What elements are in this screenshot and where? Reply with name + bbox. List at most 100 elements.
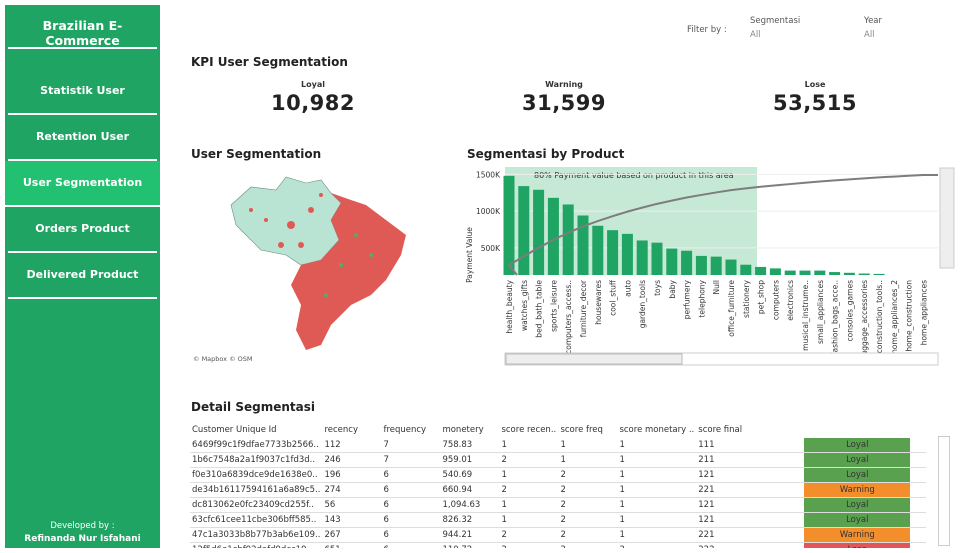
column-header[interactable]: score monetary .. xyxy=(619,425,695,436)
sidebar-item-statistik-user[interactable]: Statistik User xyxy=(8,69,157,115)
x-tick-label: watches_gifts xyxy=(520,280,529,331)
segmentasi-filter-value[interactable]: All xyxy=(750,30,761,40)
column-header[interactable]: score freq xyxy=(560,425,603,436)
cell: 12f5d6e1cbf92dafd9dcc19.. xyxy=(190,542,323,548)
segment-badge: Loyal xyxy=(804,468,911,483)
segmentasi-product-chart[interactable]: Payment Value 80% Payment value based on… xyxy=(460,160,960,370)
x-tick-label: consoles_games xyxy=(845,280,854,342)
cell: 121 xyxy=(696,467,757,484)
bar-computers_access..[interactable] xyxy=(562,204,574,275)
x-tick-label: pet_shop xyxy=(757,280,766,314)
bar-bed_bath_table[interactable] xyxy=(533,189,545,275)
map-attribution: © Mapbox © OSM xyxy=(193,355,253,363)
x-tick-label: home_appliances_2 xyxy=(890,280,899,354)
cell: dc813062e0fc23409cd255f.. xyxy=(190,497,323,514)
bar-auto[interactable] xyxy=(621,233,633,275)
column-header[interactable]: frequency xyxy=(383,425,427,436)
bar-baby[interactable] xyxy=(666,248,678,275)
cell: 121 xyxy=(696,512,757,529)
cell: 56 xyxy=(322,497,382,514)
x-tick-label: bed_bath_table xyxy=(535,280,544,338)
bar-housewares[interactable] xyxy=(592,225,604,275)
bar-construction_tools..[interactable] xyxy=(873,273,885,275)
segment-cell: Lose xyxy=(756,542,927,548)
developer-credit: Developed by : Refinanda Nur Isfahani xyxy=(5,521,160,544)
column-header[interactable]: monetery xyxy=(442,425,484,436)
cell: 7 xyxy=(381,437,441,454)
segmentasi-filter[interactable]: Segmentasi All xyxy=(750,16,840,40)
cell: 1 xyxy=(558,452,618,469)
cell: 1 xyxy=(499,497,559,514)
bar-furniture_decor[interactable] xyxy=(577,215,589,275)
x-tick-label: stationery xyxy=(742,279,751,318)
x-tick-label: housewares xyxy=(594,280,603,325)
cell: 826.32 xyxy=(440,512,500,529)
bar-electronics[interactable] xyxy=(784,270,796,275)
bar-luggage_accessories[interactable] xyxy=(858,273,870,275)
vertical-scrollbar[interactable] xyxy=(939,167,955,269)
cell: 6 xyxy=(381,482,441,499)
cell: 2 xyxy=(558,512,618,529)
bar-sports_leisure[interactable] xyxy=(547,197,559,275)
cell: 1 xyxy=(617,437,697,454)
kpi-warning-value: 31,599 xyxy=(521,91,607,115)
column-header[interactable]: score final xyxy=(698,425,743,436)
bar-computers[interactable] xyxy=(769,268,781,275)
table-row[interactable]: 6469f99c1f9dfae7733b2566.. 112 7 758.83 1 1 1 1… xyxy=(190,437,927,454)
bar-stationery[interactable] xyxy=(740,264,752,275)
column-header-segment xyxy=(756,423,926,438)
x-tick-label: health_beauty xyxy=(505,279,514,333)
map-north-region xyxy=(230,176,342,266)
sidebar-item-delivered-product[interactable]: Delivered Product xyxy=(8,253,157,299)
sidebar-item-orders-product[interactable]: Orders Product xyxy=(8,207,157,253)
table-row[interactable]: 1b6c7548a2a1f9037c1fd3d.. 246 7 959.01 2 1 1 21… xyxy=(190,452,927,469)
cell: 944.21 xyxy=(440,527,500,544)
table-row[interactable]: 47c1a3033b8b77b3ab6e109.. 267 6 944.21 2 2 1 22… xyxy=(190,527,927,544)
table-row[interactable]: de34b16117594161a6a89c5.. 274 6 660.94 2 2 1 22… xyxy=(190,482,927,499)
bar-musical_instrume..[interactable] xyxy=(799,270,811,275)
bar-watches_gifts[interactable] xyxy=(518,186,530,275)
cell: 1 xyxy=(617,497,697,514)
bar-perfumery[interactable] xyxy=(681,250,693,275)
cell: 1,094.63 xyxy=(440,497,500,514)
bar-garden_tools[interactable] xyxy=(636,240,648,275)
cell: 651 xyxy=(322,542,382,548)
bar-consoles_games[interactable] xyxy=(843,272,855,275)
bar-pet_shop[interactable] xyxy=(755,266,767,275)
table-row[interactable]: 12f5d6e1cbf92dafd9dcc19..6516110.7222222… xyxy=(190,542,927,548)
sidebar-nav: Statistik User Retention User User Segme… xyxy=(5,69,160,299)
segment-badge: Loyal xyxy=(804,498,911,513)
bar-toys[interactable] xyxy=(651,242,663,275)
y-tick-label: 500K xyxy=(481,244,501,253)
bar-small_appliances[interactable] xyxy=(814,270,826,275)
table-scrollbar[interactable] xyxy=(938,436,950,546)
bar-office_furniture[interactable] xyxy=(725,259,737,275)
kpi-lose-value: 53,515 xyxy=(772,91,858,115)
x-tick-label: computers_access.. xyxy=(564,280,573,354)
cell: 2 xyxy=(558,467,618,484)
cell: 6 xyxy=(381,512,441,529)
map-title: User Segmentation xyxy=(191,147,322,161)
x-tick-label: electronics xyxy=(786,280,795,321)
column-header[interactable]: recency xyxy=(324,425,358,436)
bar-cool_stuff[interactable] xyxy=(607,230,619,275)
cell: 6 xyxy=(381,527,441,544)
table-row[interactable]: 63cfc61cee11cbe306bff585.. 143 6 826.32 1 2 1 1… xyxy=(190,512,927,529)
column-header[interactable]: Customer Unique Id xyxy=(192,425,277,436)
brazil-map[interactable]: © Mapbox © OSM xyxy=(191,165,441,365)
sidebar-item-retention-user[interactable]: Retention User xyxy=(8,115,157,161)
cell: 246 xyxy=(322,452,382,469)
segment-cell: Loyal xyxy=(756,452,927,469)
bar-telephony[interactable] xyxy=(695,255,707,275)
sidebar-item-user-segmentation[interactable]: User Segmentation xyxy=(5,161,160,207)
bar-health_beauty[interactable] xyxy=(503,175,515,275)
horizontal-scrollbar-thumb[interactable] xyxy=(505,353,683,365)
column-header[interactable]: score recen.. xyxy=(501,425,557,436)
table-row[interactable]: dc813062e0fc23409cd255f.. 56 6 1,094.63 1 2 1 1… xyxy=(190,497,927,514)
bar-Null[interactable] xyxy=(710,256,722,275)
year-filter[interactable]: Year All xyxy=(864,16,944,40)
table-row[interactable]: f0e310a6839dce9de1638e0.. 196 6 540.69 1 2 1 12… xyxy=(190,467,927,484)
bar-fashion_bags_acce..[interactable] xyxy=(829,272,841,275)
year-filter-value[interactable]: All xyxy=(864,30,875,40)
cell: 2 xyxy=(558,542,618,548)
